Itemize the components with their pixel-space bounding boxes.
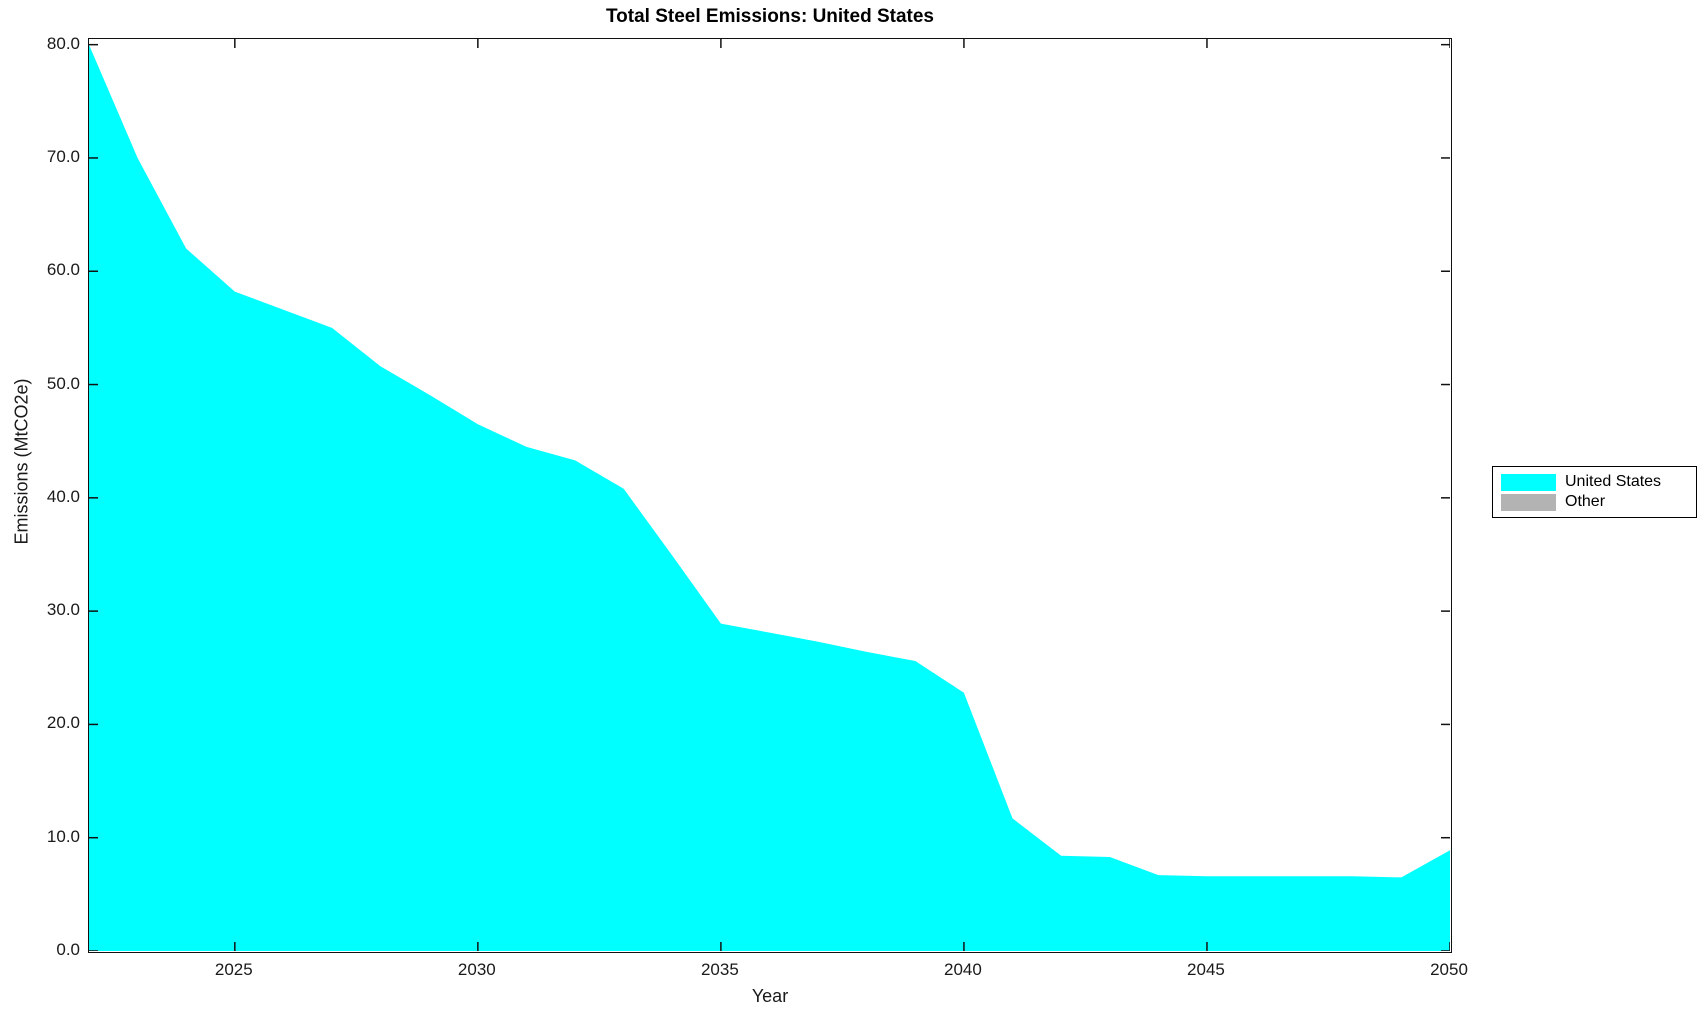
legend-box: United States Other (1492, 466, 1697, 518)
y-tick-label: 20.0 (46, 713, 80, 733)
y-tick-label: 40.0 (46, 486, 80, 506)
legend-item-other: Other (1501, 492, 1688, 512)
legend-label: Other (1565, 493, 1606, 510)
x-tick-label: 2045 (1187, 960, 1225, 979)
area-united-states (89, 44, 1450, 951)
x-axis-label: Year (751, 986, 789, 1006)
y-tick-label: 60.0 (46, 260, 80, 280)
x-tick-label: 2025 (214, 960, 253, 979)
x-tick-label: 2040 (944, 960, 982, 979)
x-tick-label: 2050 (1430, 960, 1468, 979)
x-tick-label: 2030 (457, 960, 496, 979)
y-tick-label: 70.0 (46, 146, 80, 166)
chart-title: Total Steel Emissions: United States (605, 6, 934, 27)
y-tick-label: 0.0 (56, 940, 80, 959)
legend-item-united-states: United States (1501, 472, 1688, 492)
legend-swatch (1501, 493, 1556, 511)
y-tick-label: 30.0 (46, 600, 80, 620)
y-tick-label: 10.0 (46, 826, 80, 846)
x-tick-label: 2035 (700, 960, 739, 979)
plot-area (88, 38, 1452, 953)
legend-label: United States (1565, 473, 1662, 490)
y-tick-label: 50.0 (46, 373, 80, 393)
area-series-united-states (89, 39, 1450, 951)
legend-swatch (1501, 473, 1556, 491)
y-tick-label: 80.0 (46, 33, 80, 53)
